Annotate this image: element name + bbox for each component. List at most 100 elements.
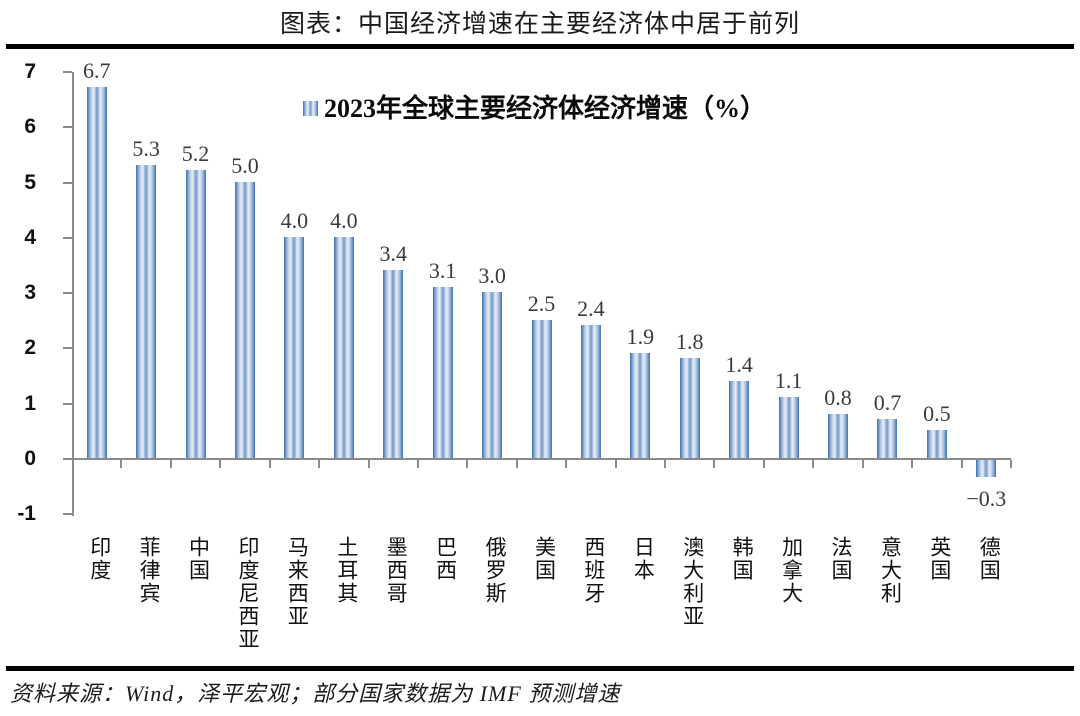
bar-value-label: 1.8 — [676, 329, 704, 355]
y-axis-tick — [63, 236, 72, 239]
x-axis-tick — [367, 460, 370, 468]
bar — [432, 286, 453, 458]
legend-label: 2023年全球主要经济体经济增速（%） — [324, 94, 767, 123]
category-label: 澳大利亚 — [680, 536, 705, 628]
bar — [679, 358, 700, 458]
bar — [136, 164, 157, 458]
category-label: 马来西亚 — [285, 536, 310, 628]
bar — [531, 319, 552, 458]
x-axis-tick — [960, 460, 963, 468]
bar — [926, 430, 947, 458]
x-axis-tick — [664, 460, 667, 468]
category-label: 巴西 — [433, 536, 458, 582]
bar-value-label: 5.3 — [132, 135, 160, 161]
y-axis-label: 6 — [24, 115, 36, 139]
bar — [828, 413, 849, 458]
y-axis-label: 2 — [24, 336, 36, 360]
x-axis-tick — [565, 460, 568, 468]
bar — [185, 170, 206, 458]
bar-value-label: 0.8 — [824, 384, 852, 410]
y-axis-tick — [63, 126, 72, 129]
category-label: 中国 — [186, 536, 211, 582]
x-axis-tick — [614, 460, 617, 468]
category-label: 加拿大 — [779, 536, 804, 605]
y-axis-label: 1 — [24, 391, 36, 415]
bar — [580, 325, 601, 458]
x-axis-line — [72, 458, 1011, 460]
x-axis-tick — [268, 460, 271, 468]
y-axis-label: 4 — [24, 225, 36, 249]
chart-title: 图表：中国经济增速在主要经济体中居于前列 — [279, 11, 800, 38]
bar — [333, 236, 354, 458]
bar — [234, 181, 255, 458]
bar-value-label: 3.0 — [478, 263, 506, 289]
x-axis-tick — [120, 460, 123, 468]
bar-value-label: 5.0 — [231, 152, 259, 178]
y-axis-tick — [63, 292, 72, 295]
x-axis-tick — [466, 460, 469, 468]
y-axis-tick — [63, 513, 72, 516]
category-label: 印度尼西亚 — [235, 536, 260, 651]
x-axis-tick — [1010, 460, 1012, 468]
category-label: 意大利 — [878, 536, 903, 605]
bar-value-label: 6.7 — [82, 58, 111, 84]
bar-value-label: 4.0 — [280, 207, 309, 233]
x-axis-tick — [318, 460, 321, 468]
y-axis-tick — [63, 347, 72, 350]
bar-value-label: 1.9 — [626, 323, 655, 349]
x-axis-tick — [169, 460, 172, 468]
x-axis-tick — [416, 460, 419, 468]
bar — [284, 236, 305, 458]
category-label: 韩国 — [730, 536, 755, 582]
category-label: 日本 — [631, 536, 656, 582]
bar — [86, 87, 107, 458]
y-axis-label: 0 — [24, 447, 36, 470]
x-axis-tick — [861, 460, 864, 468]
y-axis-label: 5 — [24, 170, 36, 194]
chart-legend: 2023年全球主要经济体经济增速（%） — [303, 88, 766, 125]
bar-value-label: 1.1 — [774, 368, 803, 394]
bar-value-label: 0.5 — [923, 401, 951, 427]
x-axis-tick — [219, 460, 222, 468]
bar-value-label: 3.4 — [379, 240, 407, 266]
bar-value-label: −0.3 — [966, 485, 1007, 511]
bar — [729, 380, 750, 458]
bar-value-label: 2.5 — [527, 290, 556, 316]
bar — [630, 352, 651, 458]
bar — [778, 397, 799, 458]
bar-value-label: 2.4 — [577, 296, 605, 322]
y-axis-line — [72, 71, 74, 517]
category-label: 英国 — [927, 536, 952, 582]
category-label: 美国 — [532, 536, 557, 582]
bar-value-label: 3.1 — [428, 257, 457, 283]
y-axis-label: 3 — [24, 281, 36, 305]
legend-swatch-icon — [303, 100, 318, 116]
bar-value-label: 4.0 — [330, 207, 358, 233]
bar — [976, 460, 997, 477]
y-axis-tick — [63, 458, 72, 460]
bar-value-label: 0.7 — [873, 390, 902, 416]
y-axis-label: -1 — [17, 502, 36, 526]
x-axis-tick — [713, 460, 716, 468]
bar-value-label: 1.4 — [725, 351, 753, 377]
top-rule — [6, 44, 1074, 49]
x-axis-tick — [812, 460, 815, 468]
category-label: 俄罗斯 — [483, 536, 508, 605]
y-axis-tick — [63, 402, 72, 405]
source-note: 资料来源：Wind，泽平宏观；部分国家数据为 IMF 预测增速 — [10, 681, 621, 706]
bottom-rule — [6, 666, 1074, 671]
bar — [877, 419, 898, 458]
x-axis-tick — [762, 460, 765, 468]
bar-value-label: 5.2 — [181, 141, 210, 167]
category-label: 德国 — [977, 536, 1002, 582]
y-axis-tick — [63, 70, 72, 73]
category-label: 西班牙 — [581, 536, 606, 605]
bar — [383, 269, 404, 458]
y-axis-label: 7 — [24, 59, 36, 83]
category-label: 法国 — [829, 536, 854, 582]
category-label: 墨西哥 — [384, 536, 409, 605]
x-axis-tick — [515, 460, 518, 468]
y-axis-tick — [63, 181, 72, 184]
